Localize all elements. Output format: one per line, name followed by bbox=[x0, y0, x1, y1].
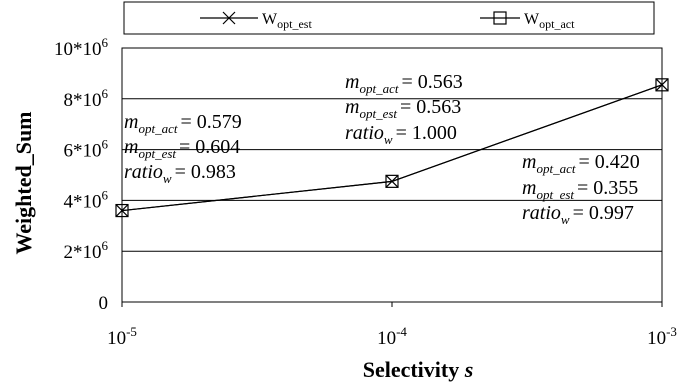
y-axis-label: Weighted_Sum bbox=[11, 111, 36, 254]
y-tick-label-4: 8*106 bbox=[64, 86, 109, 111]
y-tick-label-1: 2*106 bbox=[64, 238, 109, 263]
x-tick-label-1: 10-4 bbox=[377, 324, 407, 349]
legend-marker-x bbox=[222, 11, 236, 25]
y-tick-label-5: 10*106 bbox=[54, 35, 109, 60]
legend-label-0: Wopt_est bbox=[262, 11, 312, 31]
legend-label-1: Wopt_act bbox=[524, 11, 575, 31]
x-tick-labels: 10-5 10-4 10-3 bbox=[107, 324, 677, 349]
point-square-2 bbox=[655, 78, 669, 92]
point-square-1 bbox=[385, 174, 399, 188]
y-tick-label-3: 6*106 bbox=[64, 137, 109, 162]
legend: Wopt_est Wopt_act bbox=[123, 1, 655, 35]
x-tick-label-0: 10-5 bbox=[107, 324, 137, 349]
annotation-0-line-2: ratiow = 0.983 bbox=[124, 161, 236, 186]
annotation-2-line-0: mopt_act = 0.420 bbox=[522, 151, 640, 176]
annotation-1-line-1: mopt_est = 0.563 bbox=[345, 96, 461, 121]
series-line-1 bbox=[121, 84, 663, 212]
series-opt-act bbox=[115, 78, 669, 218]
legend-marker-square bbox=[493, 11, 507, 25]
axes bbox=[121, 47, 663, 307]
annotation-2-line-2: ratiow = 0.997 bbox=[522, 202, 634, 227]
annotation-0-line-1: mopt_est = 0.604 bbox=[124, 136, 240, 161]
annotation-0-line-0: mopt_act = 0.579 bbox=[124, 111, 242, 136]
point-square-0 bbox=[115, 203, 129, 218]
series bbox=[115, 78, 669, 218]
x-tick-label-2: 10-3 bbox=[647, 324, 677, 349]
annotation-1-line-0: mopt_act = 0.563 bbox=[345, 71, 463, 96]
annotation-2-line-1: mopt_est = 0.355 bbox=[522, 177, 638, 202]
annotation-1-line-2: ratiow = 1.000 bbox=[345, 122, 457, 147]
y-tick-label-0: 0 bbox=[99, 293, 109, 314]
y-tick-label-2: 4*106 bbox=[64, 187, 109, 212]
x-axis-label: Selectivity s bbox=[363, 357, 474, 382]
y-tick-labels: 0 2*106 4*106 6*106 8*106 10*106 bbox=[54, 35, 109, 314]
